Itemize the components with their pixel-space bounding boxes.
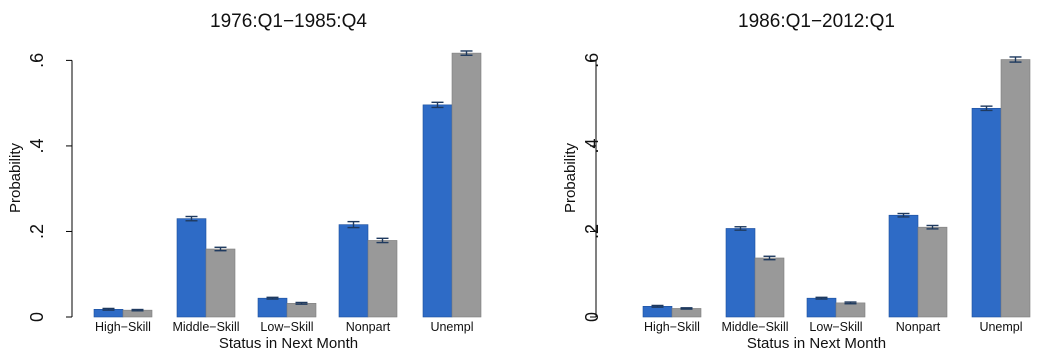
chart-panel-2: 1986:Q1−2012:Q1 0 .2 .4 .6 Probability High−Sk… <box>562 11 1031 352</box>
y-tick-label: .4 <box>27 138 47 153</box>
bar-series1-3 <box>338 224 369 318</box>
y-tick-label: .6 <box>582 53 602 68</box>
x-category-label: Nonpart <box>346 320 391 334</box>
bar-series2-3 <box>917 226 948 318</box>
x-category-label: Middle−Skill <box>721 320 788 334</box>
y-tick-label: .2 <box>27 224 47 239</box>
x-category-label: High−Skill <box>644 320 700 334</box>
x-axis-label: Status in Next Month <box>219 335 358 352</box>
bar-series2-4 <box>451 52 482 318</box>
bar-series1-2 <box>806 297 837 318</box>
bar-series2-4 <box>1000 59 1031 318</box>
bar-series2-1 <box>205 248 236 318</box>
x-category-label: Unempl <box>979 320 1022 334</box>
y-axis-label: Probability <box>562 142 579 213</box>
x-category-label: Low−Skill <box>260 320 313 334</box>
y-tick-label: 0 <box>27 312 47 322</box>
x-category-label: Middle−Skill <box>172 320 239 334</box>
y-axis-label: Probability <box>7 142 24 213</box>
bar-series1-3 <box>888 214 919 318</box>
bar-series1-1 <box>725 228 756 318</box>
x-category-label: Low−Skill <box>809 320 862 334</box>
chart-title: 1976:Q1−1985:Q4 <box>210 11 367 32</box>
x-category-label: Nonpart <box>896 320 941 334</box>
bar-series1-4 <box>422 104 453 318</box>
bar-series2-2 <box>286 303 317 318</box>
y-tick-label: .6 <box>27 53 47 68</box>
y-tick-label: .2 <box>582 224 602 239</box>
chart-panel-1: 1976:Q1−1985:Q4 0 .2 .4 .6 Probability High−Sk… <box>7 11 482 352</box>
y-tick-label: .4 <box>582 138 602 153</box>
bar-series2-3 <box>367 240 398 318</box>
y-tick-label: 0 <box>582 312 602 322</box>
bar-series1-4 <box>971 107 1002 318</box>
x-category-label: Unempl <box>430 320 473 334</box>
chart-title: 1986:Q1−2012:Q1 <box>738 11 895 32</box>
bar-series1-1 <box>176 218 207 318</box>
x-category-label: High−Skill <box>95 320 151 334</box>
x-axis-label: Status in Next Month <box>747 335 886 352</box>
bar-series2-1 <box>754 257 785 318</box>
bar-series2-2 <box>835 302 866 318</box>
bar-series1-0 <box>642 306 673 318</box>
bar-series1-2 <box>257 297 288 318</box>
